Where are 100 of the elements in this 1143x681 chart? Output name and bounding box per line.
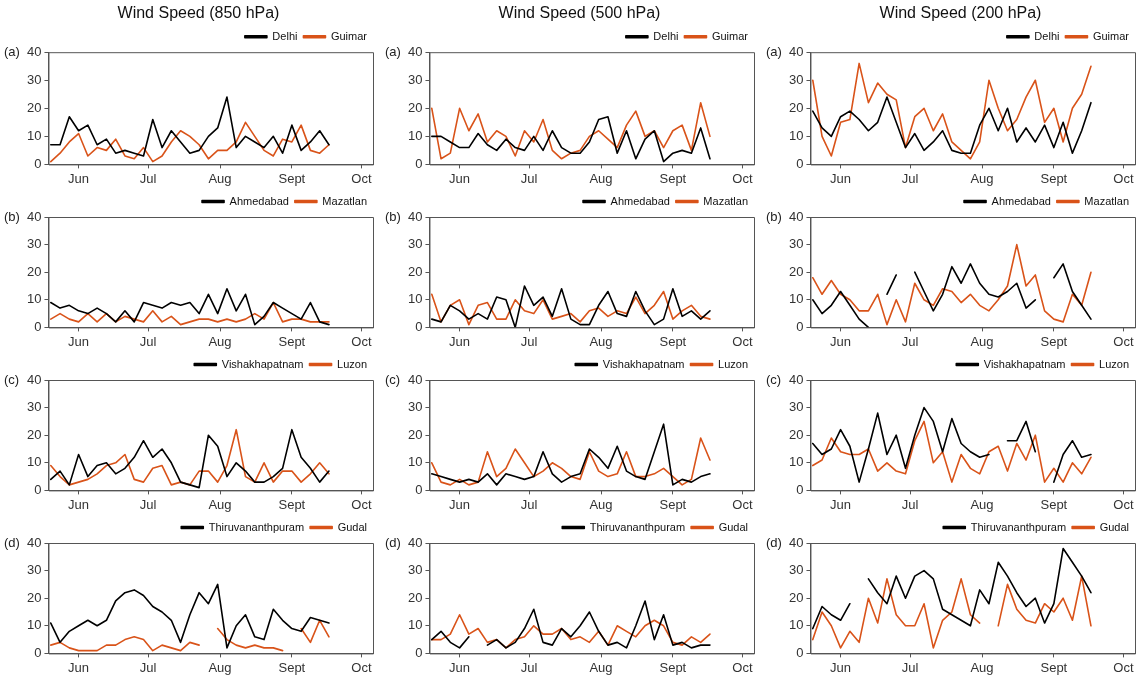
legend-label: Mazatlan bbox=[703, 194, 749, 207]
text: (a) bbox=[766, 43, 782, 59]
x-tick-label: Jul bbox=[901, 333, 919, 349]
legend-label: Mazatlan bbox=[1084, 194, 1130, 207]
legend-label: Luzon bbox=[1099, 357, 1130, 370]
legend-label: Ahmedabad bbox=[229, 194, 289, 207]
x-tick-label: Sept bbox=[1040, 170, 1068, 186]
text: (a) bbox=[4, 43, 20, 59]
y-tick-label: 20 bbox=[407, 426, 423, 442]
x-tick-label: Jul bbox=[901, 170, 919, 186]
y-tick-label: 40 bbox=[407, 43, 423, 59]
x-tick-label: Jun bbox=[830, 333, 852, 349]
x-tick-label: Jul bbox=[520, 333, 538, 349]
x-tick-label: Aug bbox=[589, 496, 613, 512]
legend-label: Luzon bbox=[718, 357, 749, 370]
y-tick-label: 30 bbox=[788, 71, 804, 87]
text: (d) bbox=[385, 534, 401, 550]
x-tick-label: Sept bbox=[278, 170, 306, 186]
text: (a) bbox=[385, 43, 401, 59]
y-tick-label: 30 bbox=[26, 399, 42, 415]
y-tick-label: 40 bbox=[407, 534, 423, 550]
chart-title: Wind Speed (850 hPa) bbox=[117, 4, 280, 22]
y-tick-label: 20 bbox=[26, 426, 42, 442]
y-tick-label: 10 bbox=[788, 617, 804, 633]
legend-label: Delhi bbox=[1034, 29, 1060, 42]
x-tick-label: Oct bbox=[732, 170, 753, 186]
text: (c) bbox=[766, 371, 782, 387]
y-tick-label: 40 bbox=[26, 534, 42, 550]
x-tick-label: Aug bbox=[589, 333, 613, 349]
x-tick-label: Oct bbox=[351, 496, 372, 512]
y-tick-label: 10 bbox=[26, 617, 42, 633]
x-tick-label: Oct bbox=[351, 170, 372, 186]
y-tick-label: 10 bbox=[26, 127, 42, 143]
y-tick-label: 20 bbox=[407, 589, 423, 605]
x-tick-label: Sept bbox=[659, 659, 687, 675]
x-tick-label: Jun bbox=[68, 170, 90, 186]
y-tick-label: 10 bbox=[788, 454, 804, 470]
x-tick-label: Sept bbox=[659, 496, 687, 512]
text: (d) bbox=[4, 534, 20, 550]
x-tick-label: Jun bbox=[68, 659, 90, 675]
y-tick-label: 40 bbox=[407, 371, 423, 387]
y-tick-label: 10 bbox=[407, 454, 423, 470]
y-tick-label: 30 bbox=[407, 236, 423, 252]
x-tick-label: Jul bbox=[520, 496, 538, 512]
x-tick-label: Aug bbox=[208, 170, 232, 186]
legend-label: Ahmedabad bbox=[610, 194, 670, 207]
y-tick-label: 20 bbox=[26, 589, 42, 605]
y-tick-label: 0 bbox=[34, 644, 42, 660]
text: (b) bbox=[385, 208, 401, 224]
y-tick-label: 0 bbox=[415, 644, 423, 660]
x-tick-label: Oct bbox=[1113, 333, 1134, 349]
x-tick-label: Jul bbox=[520, 170, 538, 186]
x-tick-label: Jul bbox=[139, 659, 157, 675]
legend-label: Guimar bbox=[330, 29, 368, 42]
x-tick-label: Sept bbox=[1040, 659, 1068, 675]
x-tick-label: Aug bbox=[208, 659, 232, 675]
chart-title: Wind Speed (500 hPa) bbox=[498, 4, 661, 22]
y-tick-label: 0 bbox=[796, 155, 804, 171]
y-tick-label: 30 bbox=[26, 236, 42, 252]
y-tick-label: 0 bbox=[415, 318, 423, 334]
y-tick-label: 0 bbox=[796, 318, 804, 334]
y-tick-label: 40 bbox=[788, 371, 804, 387]
x-tick-label: Jun bbox=[830, 170, 852, 186]
x-tick-label: Oct bbox=[351, 333, 372, 349]
y-tick-label: 10 bbox=[788, 291, 804, 307]
x-tick-label: Jun bbox=[449, 333, 471, 349]
legend-label: Gudal bbox=[1099, 520, 1130, 533]
y-tick-label: 0 bbox=[415, 155, 423, 171]
x-tick-label: Sept bbox=[278, 333, 306, 349]
x-tick-label: Jul bbox=[901, 496, 919, 512]
legend-label: Delhi bbox=[272, 29, 298, 42]
x-tick-label: Aug bbox=[589, 170, 613, 186]
y-tick-label: 10 bbox=[26, 291, 42, 307]
legend-label: Thiruvananthpuram bbox=[589, 520, 686, 533]
x-tick-label: Jun bbox=[68, 496, 90, 512]
y-tick-label: 20 bbox=[788, 99, 804, 115]
y-tick-label: 30 bbox=[788, 236, 804, 252]
legend-label: Guimar bbox=[711, 29, 749, 42]
x-tick-label: Sept bbox=[1040, 333, 1068, 349]
y-tick-label: 30 bbox=[407, 562, 423, 578]
y-tick-label: 30 bbox=[407, 399, 423, 415]
x-tick-label: Sept bbox=[659, 333, 687, 349]
legend-label: Ahmedabad bbox=[991, 194, 1051, 207]
x-tick-label: Jun bbox=[830, 496, 852, 512]
y-tick-label: 10 bbox=[407, 291, 423, 307]
x-tick-label: Aug bbox=[970, 170, 994, 186]
y-tick-label: 40 bbox=[788, 534, 804, 550]
x-tick-label: Aug bbox=[208, 333, 232, 349]
x-tick-label: Jul bbox=[520, 659, 538, 675]
x-tick-label: Oct bbox=[732, 659, 753, 675]
text: (d) bbox=[766, 534, 782, 550]
legend-label: Vishakhapatnam bbox=[602, 357, 685, 370]
y-tick-label: 10 bbox=[26, 454, 42, 470]
y-tick-label: 10 bbox=[407, 127, 423, 143]
legend-label: Gudal bbox=[337, 520, 368, 533]
y-tick-label: 20 bbox=[788, 589, 804, 605]
y-tick-label: 20 bbox=[26, 263, 42, 279]
y-tick-label: 0 bbox=[415, 481, 423, 497]
legend-label: Thiruvananthpuram bbox=[208, 520, 305, 533]
x-tick-label: Oct bbox=[1113, 659, 1134, 675]
